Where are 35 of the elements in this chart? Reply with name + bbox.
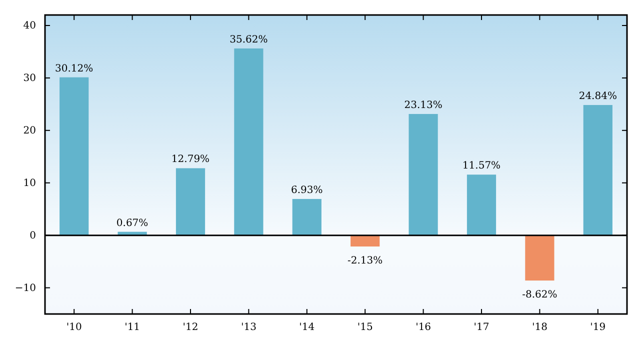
data-label: 0.67% (116, 218, 148, 229)
data-label: 30.12% (55, 63, 94, 74)
bar (408, 114, 438, 236)
y-tick-label: 40 (23, 20, 36, 32)
data-label: 6.93% (291, 184, 323, 196)
y-tick-label: 30 (23, 73, 36, 84)
bar (234, 48, 264, 236)
bar (176, 168, 206, 236)
x-tick-label: '15 (357, 322, 373, 334)
bar (466, 174, 496, 236)
x-tick-label: '10 (66, 322, 82, 334)
data-label: 11.57% (462, 160, 501, 172)
y-tick-label: 0 (30, 230, 36, 242)
y-tick-label: 10 (23, 178, 36, 190)
x-tick-label: '12 (182, 322, 198, 334)
bar (60, 77, 89, 236)
data-label: 24.84% (578, 91, 617, 102)
x-tick-label: '11 (124, 322, 140, 334)
bar (292, 198, 322, 236)
x-tick-label: '19 (590, 322, 606, 334)
bar (350, 235, 380, 246)
data-label: -2.13% (348, 255, 383, 266)
y-tick-label: 20 (23, 126, 36, 137)
x-tick-label: '16 (416, 322, 432, 334)
x-tick-label: '13 (240, 322, 256, 334)
x-tick-label: '17 (474, 322, 490, 334)
data-label: -8.62% (522, 290, 558, 301)
bar (525, 235, 554, 281)
data-label: 12.79% (171, 154, 210, 166)
x-tick-label: '14 (299, 322, 315, 334)
data-label: 35.62% (230, 34, 268, 46)
y-tick-label: −10 (14, 282, 36, 294)
data-label: 23.13% (404, 100, 442, 111)
bar (583, 105, 612, 236)
x-tick-label: '18 (532, 322, 548, 334)
